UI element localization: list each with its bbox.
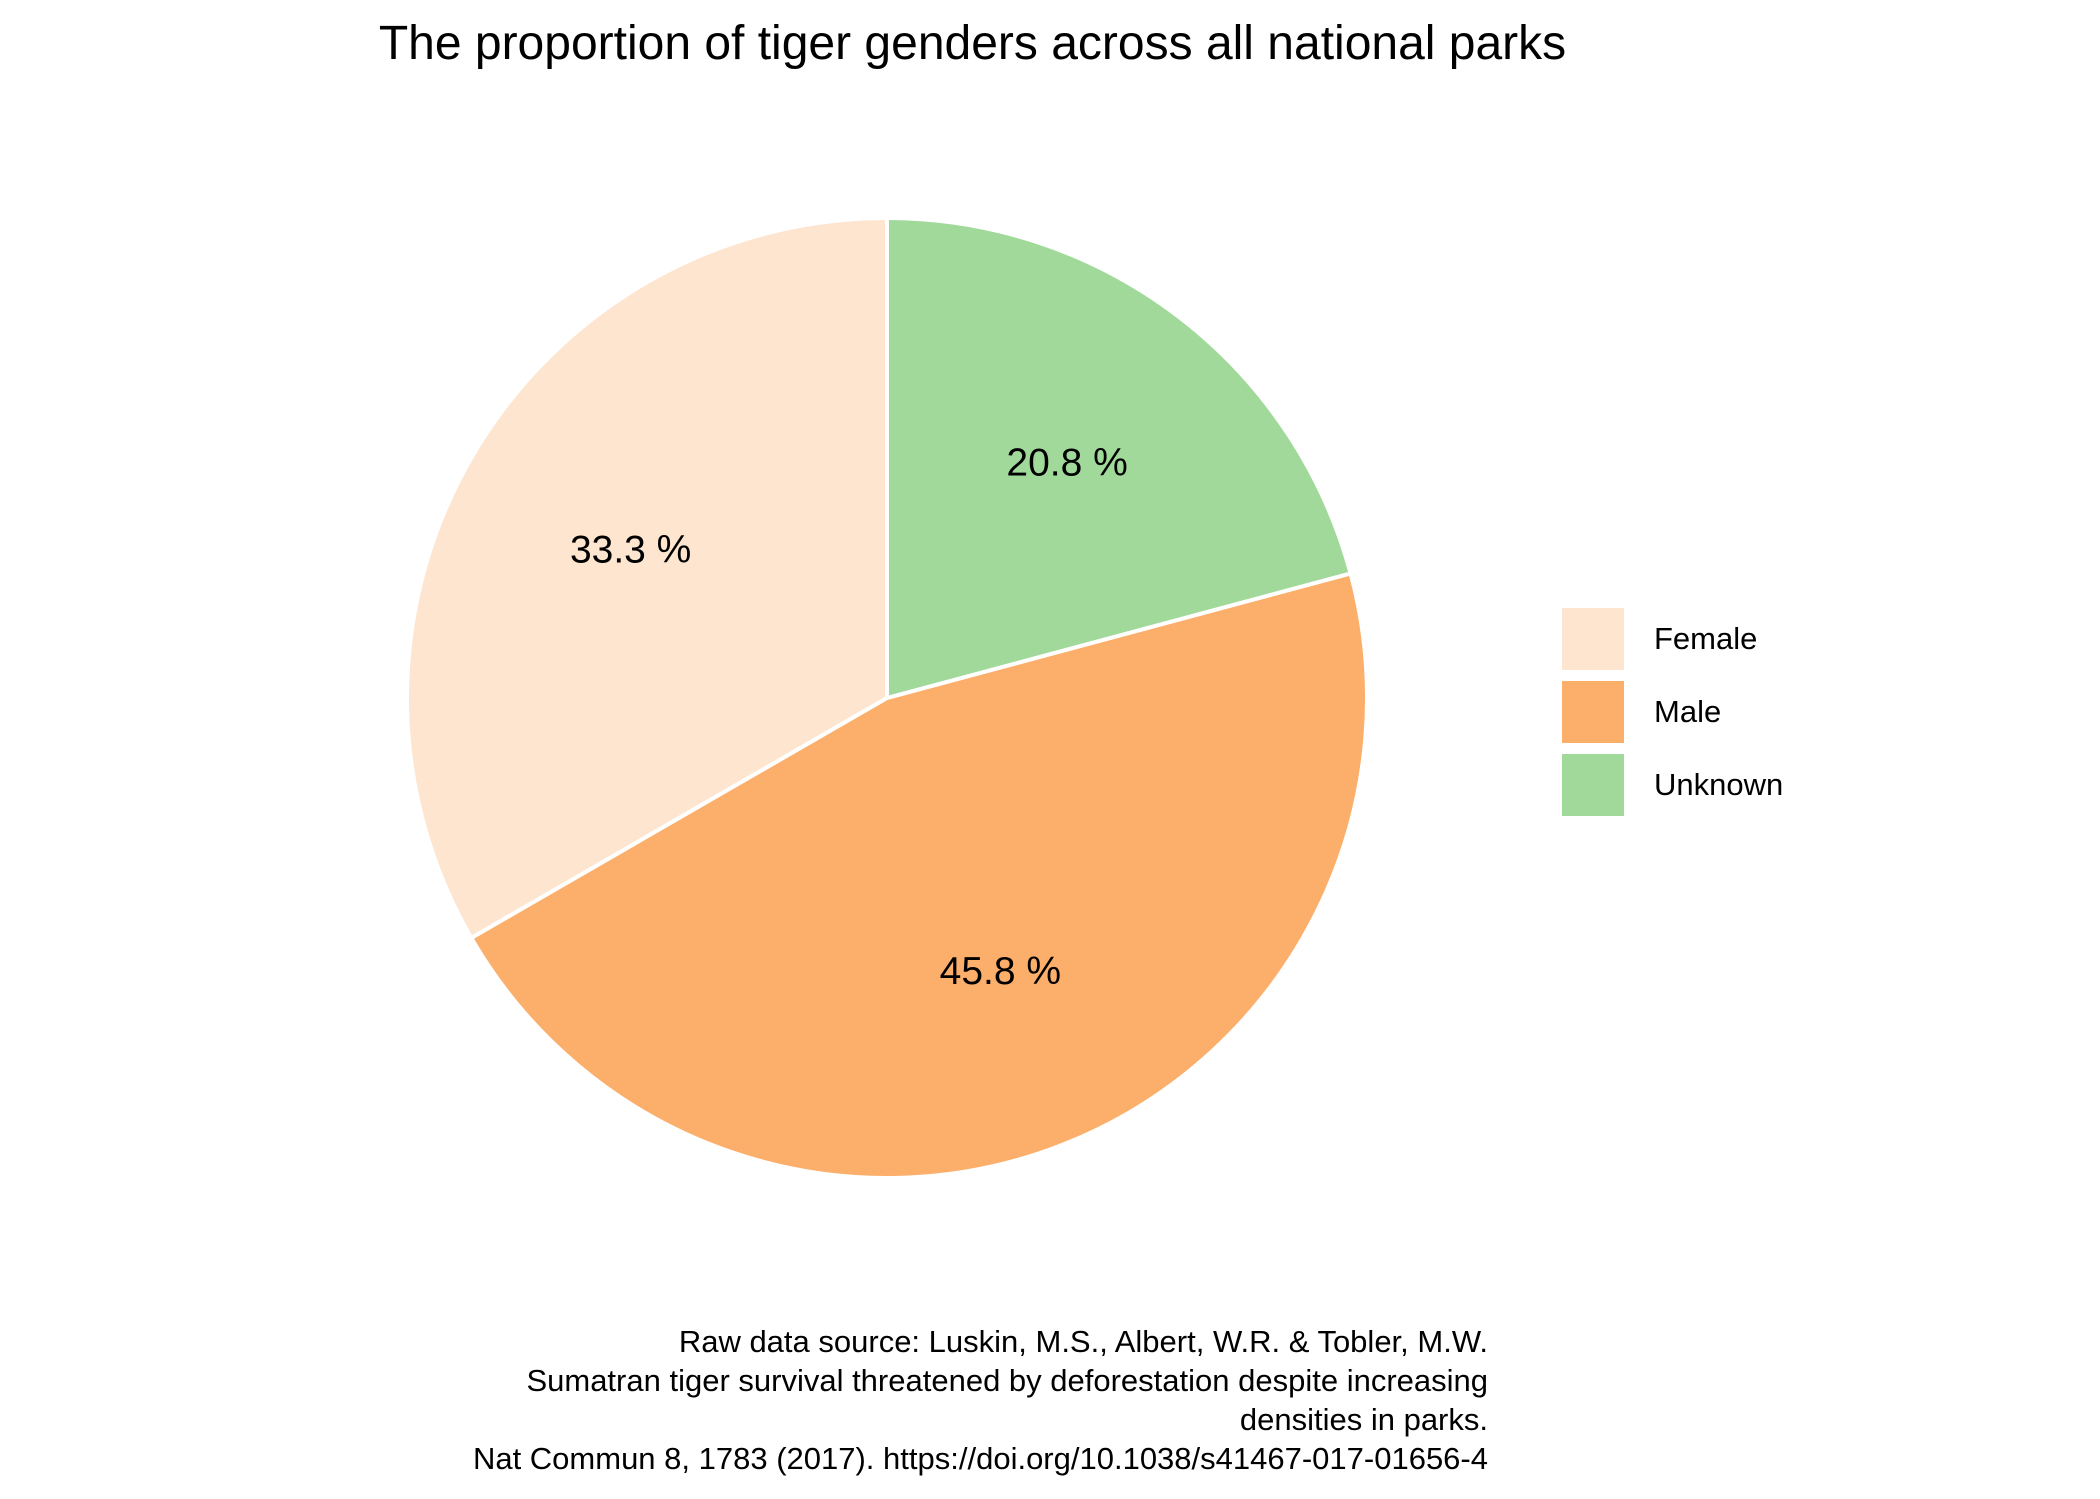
pie-slice-label-female: 33.3 % <box>570 529 691 572</box>
legend-item-unknown: Unknown <box>1562 748 1783 821</box>
caption-line-1: Raw data source: Luskin, M.S., Albert, W… <box>678 1324 1488 1359</box>
legend-swatch-unknown <box>1562 753 1624 816</box>
pie-slices <box>405 216 1370 1180</box>
data-source-caption: Raw data source: Luskin, M.S., Albert, W… <box>473 1322 1488 1478</box>
legend-swatch-female <box>1562 607 1624 670</box>
chart-title: The proportion of tiger genders across a… <box>378 17 1567 70</box>
caption-line-3: densities in parks. <box>1239 1402 1488 1437</box>
legend-label-unknown: Unknown <box>1654 766 1784 802</box>
legend-label-female: Female <box>1654 620 1758 656</box>
pie-slice-female <box>405 216 889 940</box>
legend: Female Male Unknown <box>1562 602 1783 821</box>
pie-slice-label-unknown: 20.8 % <box>1006 442 1127 485</box>
caption-line-4: Nat Commun 8, 1783 (2017). https://doi.o… <box>472 1441 1488 1476</box>
pie-slice-unknown <box>885 216 1353 700</box>
pie-slice-male <box>469 571 1370 1180</box>
legend-swatch-male <box>1562 680 1624 743</box>
pie-slice-label-male: 45.8 % <box>940 950 1061 993</box>
caption-line-2: Sumatran tiger survival threatened by de… <box>526 1363 1488 1398</box>
legend-item-male: Male <box>1562 675 1783 748</box>
pie-slice-labels: 33.3 % 45.8 % 20.8 % <box>570 442 1128 993</box>
legend-item-female: Female <box>1562 602 1783 675</box>
legend-label-male: Male <box>1654 693 1722 729</box>
